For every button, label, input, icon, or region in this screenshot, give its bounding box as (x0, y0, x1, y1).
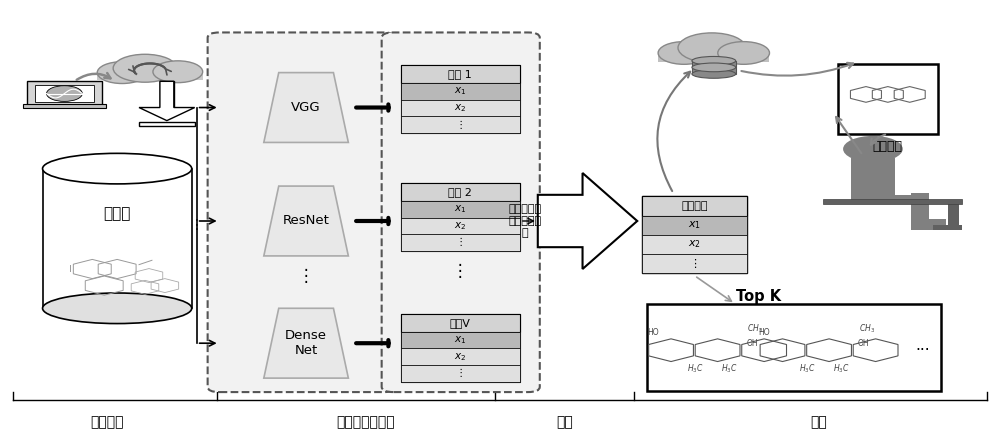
Bar (401, 348, 520, 365)
Bar (642, 216, 747, 235)
Bar (401, 201, 520, 217)
Bar (642, 196, 747, 216)
Bar (647, 304, 941, 391)
Circle shape (97, 62, 147, 84)
Bar (838, 64, 938, 134)
Bar (401, 313, 520, 332)
Text: ⋮: ⋮ (452, 262, 469, 280)
Text: $H_3C$: $H_3C$ (799, 362, 816, 375)
Polygon shape (264, 186, 348, 256)
Text: ⋮: ⋮ (455, 368, 465, 378)
Bar (401, 65, 520, 83)
Ellipse shape (692, 57, 736, 65)
Text: ⋮: ⋮ (455, 237, 465, 248)
Text: 多视图特征提取: 多视图特征提取 (336, 415, 395, 429)
Text: ⋮: ⋮ (689, 259, 700, 269)
Bar (948, 202, 959, 230)
Text: $x_1$: $x_1$ (454, 334, 466, 346)
Text: HO: HO (647, 328, 659, 337)
Text: $x_2$: $x_2$ (454, 220, 466, 232)
Polygon shape (264, 72, 348, 142)
Bar (401, 183, 520, 251)
Bar (401, 99, 520, 116)
Text: ResNet: ResNet (283, 214, 330, 228)
Bar (933, 225, 962, 230)
Bar (911, 219, 946, 230)
Text: VGG: VGG (291, 101, 321, 114)
Bar (401, 365, 520, 381)
Circle shape (113, 54, 177, 82)
Text: 基于演化多
视图融合方
法: 基于演化多 视图融合方 法 (508, 204, 541, 238)
Text: ⋮: ⋮ (455, 119, 465, 130)
Bar (658, 51, 769, 62)
Text: 待检索图: 待检索图 (873, 140, 903, 153)
Circle shape (47, 86, 82, 101)
Bar (642, 196, 747, 273)
Text: $H_3C$: $H_3C$ (833, 362, 849, 375)
FancyBboxPatch shape (208, 32, 396, 392)
Bar (401, 217, 520, 234)
Text: 视图V: 视图V (450, 318, 471, 328)
Ellipse shape (692, 69, 736, 78)
Text: 数据集: 数据集 (103, 206, 131, 221)
Text: 融合: 融合 (556, 415, 573, 429)
Bar (401, 116, 520, 133)
Text: Dense
Net: Dense Net (285, 329, 327, 357)
Text: 检索: 检索 (810, 415, 827, 429)
Bar (823, 199, 962, 204)
Bar (642, 254, 747, 273)
Bar (692, 61, 736, 74)
Text: $H_3C$: $H_3C$ (687, 362, 704, 375)
Circle shape (843, 136, 903, 162)
Bar (401, 83, 520, 99)
Bar (851, 158, 895, 195)
Polygon shape (264, 308, 348, 378)
Bar (27, 81, 102, 105)
Text: $H_3C$: $H_3C$ (721, 362, 738, 375)
Bar (401, 65, 520, 133)
Polygon shape (851, 195, 928, 204)
Ellipse shape (43, 153, 192, 184)
Text: $x_1$: $x_1$ (454, 85, 466, 97)
Bar (401, 313, 520, 381)
Polygon shape (139, 81, 195, 121)
Bar (401, 332, 520, 348)
Text: $x_2$: $x_2$ (688, 239, 701, 251)
Bar (642, 235, 747, 254)
Circle shape (153, 61, 203, 83)
Text: $x_1$: $x_1$ (688, 220, 701, 231)
Text: ···: ··· (915, 343, 930, 358)
Text: HO: HO (759, 328, 770, 337)
Text: $x_1$: $x_1$ (454, 203, 466, 215)
Bar (139, 122, 195, 126)
Bar (911, 193, 929, 221)
FancyBboxPatch shape (382, 32, 540, 392)
Text: 视图 1: 视图 1 (448, 69, 472, 79)
Text: $x_2$: $x_2$ (454, 102, 466, 114)
Text: 融合空间: 融合空间 (681, 201, 708, 211)
Circle shape (658, 42, 710, 65)
Ellipse shape (43, 293, 192, 324)
Bar (23, 104, 106, 108)
Text: 视图 2: 视图 2 (448, 187, 472, 197)
Text: $x_2$: $x_2$ (454, 351, 466, 362)
Circle shape (678, 33, 746, 63)
Text: ⋮: ⋮ (190, 218, 204, 232)
Bar (35, 85, 94, 102)
Text: Top K: Top K (736, 289, 781, 304)
Text: $CH_3$: $CH_3$ (747, 323, 763, 335)
Ellipse shape (692, 63, 736, 72)
Text: $CH_3$: $CH_3$ (859, 323, 875, 335)
Text: OH: OH (747, 339, 758, 348)
Bar (401, 183, 520, 201)
Bar (43, 169, 192, 308)
Text: ⋮: ⋮ (298, 267, 314, 285)
Bar (97, 71, 203, 80)
Text: 数据获取: 数据获取 (90, 415, 124, 429)
Bar (160, 81, 174, 110)
Text: OH: OH (858, 339, 870, 348)
Bar (401, 234, 520, 251)
Polygon shape (538, 173, 637, 269)
Circle shape (718, 42, 769, 65)
